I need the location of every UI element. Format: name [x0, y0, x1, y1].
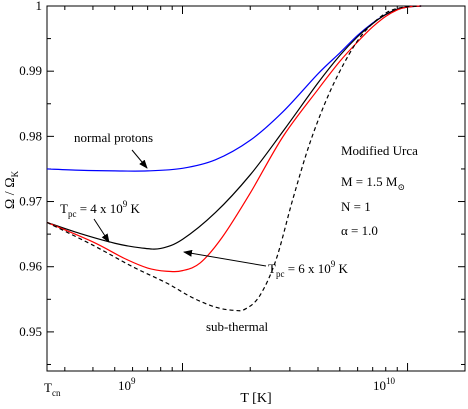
y-tick-label: 0.97 — [19, 194, 42, 209]
y-tick-label: 0.96 — [19, 259, 42, 274]
info-alpha: α = 1.0 — [341, 223, 378, 238]
arrow-normal-protons — [131, 149, 148, 169]
info-n: N = 1 — [341, 199, 371, 214]
x-start-label: Tcn — [44, 380, 61, 398]
y-tick-label: 0.98 — [19, 128, 42, 143]
x-tick-label-1e9: 109 — [118, 376, 136, 393]
plot-frame — [46, 5, 466, 372]
arrow-tpc4 — [93, 218, 110, 243]
y-tick-label: 0.95 — [19, 324, 42, 339]
info-mass: M = 1.5 M⊙ — [341, 174, 405, 192]
x-tick-label-1e10: 1010 — [373, 376, 396, 393]
series-line-2 — [46, 5, 422, 273]
x-axis-label: T [K] — [240, 391, 271, 406]
info-title: Modified Urca — [341, 143, 418, 158]
y-axis-label: Ω / ΩK — [3, 170, 20, 209]
y-tick-label: 0.99 — [19, 63, 42, 78]
annotation-normal-protons: normal protons — [74, 130, 153, 145]
annotation-sub-thermal: sub-thermal — [206, 319, 268, 334]
series-line-1 — [46, 5, 422, 250]
series-line-3 — [46, 5, 422, 312]
y-tick-label: 1 — [36, 0, 43, 13]
annotation-tpc6: Tpc = 6 x 109 K — [268, 259, 349, 279]
arrow-tpc6 — [183, 249, 267, 267]
annotation-tpc4: Tpc = 4 x 109 K — [60, 199, 141, 219]
